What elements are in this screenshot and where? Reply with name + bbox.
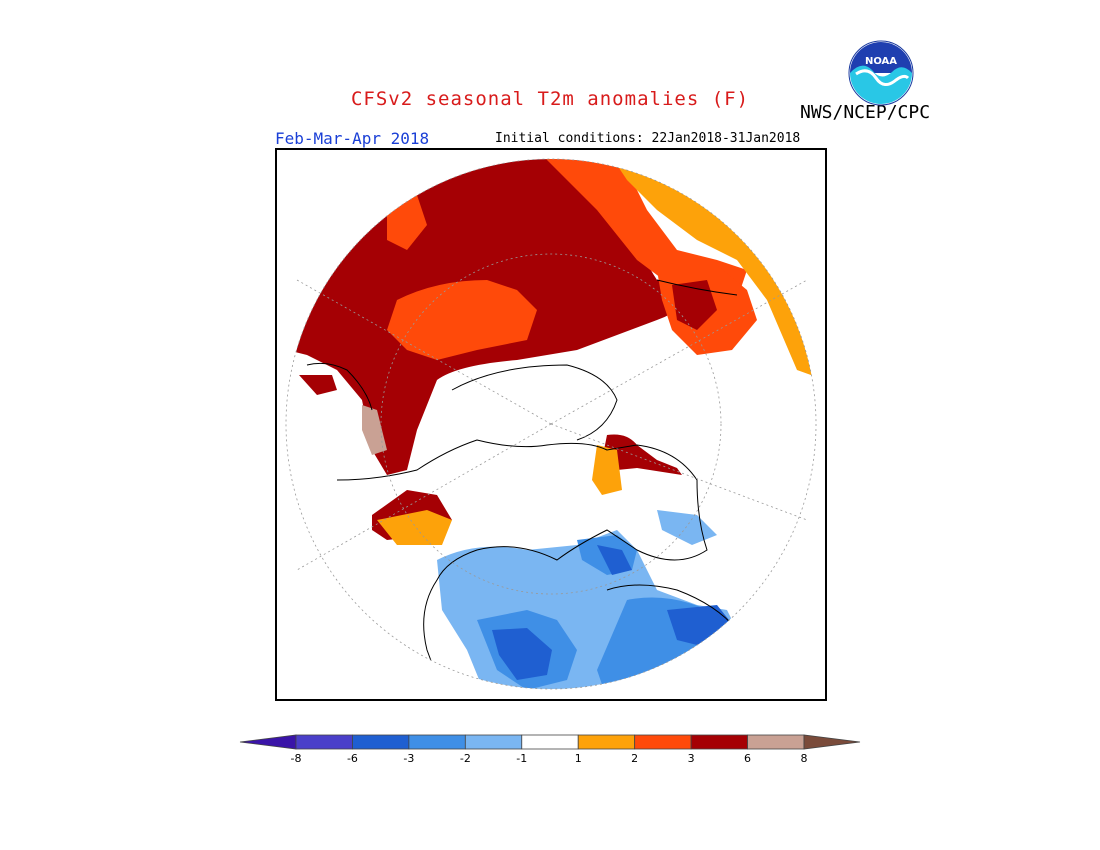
colorbar-tick-label: 6 xyxy=(744,752,752,765)
agency-label: NWS/NCEP/CPC xyxy=(800,102,931,123)
colorbar-bin xyxy=(577,734,636,750)
chart-title: CFSv2 seasonal T2m anomalies (F) xyxy=(350,88,750,110)
anomaly-dark-red-europe xyxy=(299,375,337,395)
polar-map xyxy=(275,148,827,701)
colorbar-tick-label: -2 xyxy=(459,752,471,765)
colorbar-bin-high-extreme xyxy=(803,734,861,750)
colorbar-tick-label: -3 xyxy=(403,752,415,765)
colorbar-bin-low-extreme xyxy=(239,734,297,750)
anomaly-darkblue-canada xyxy=(492,628,552,680)
anomaly-lightblue-alaska xyxy=(657,510,717,545)
colorbar-bin xyxy=(690,734,748,750)
season-label: Feb-Mar-Apr 2018 xyxy=(275,129,430,148)
initial-conditions-label: Initial conditions: 22Jan2018-31Jan2018 xyxy=(495,131,801,146)
anomaly-orange-alaska xyxy=(592,445,622,495)
noaa-logo: NOAA xyxy=(848,40,914,106)
anomaly-darkblue-hudson xyxy=(597,545,632,575)
colorbar-bin xyxy=(521,734,579,750)
map-canvas xyxy=(285,158,817,690)
colorbar-tick-label: -6 xyxy=(346,752,358,765)
colorbar-tick-label: 1 xyxy=(574,752,582,765)
colorbar-tick-label: 8 xyxy=(800,752,808,765)
logo-text: NOAA xyxy=(865,56,897,67)
anomaly-orange-africa xyxy=(377,510,452,545)
colorbar-bin xyxy=(295,734,353,750)
colorbar-tick-label: -1 xyxy=(516,752,528,765)
colorbar-tick-label: 2 xyxy=(631,752,639,765)
anomaly-dark-red-east xyxy=(672,280,717,330)
anomaly-red-central xyxy=(387,280,537,360)
colorbar xyxy=(239,734,861,750)
colorbar-tick-label: 3 xyxy=(687,752,695,765)
anomaly-dark-red-alaska xyxy=(602,434,682,475)
colorbar-bin xyxy=(352,734,410,750)
colorbar-bin xyxy=(464,734,523,750)
anomaly-tan-europe xyxy=(362,405,387,455)
colorbar-bin xyxy=(634,734,692,750)
arctic-near-normal xyxy=(447,359,607,450)
colorbar-tick-label: -8 xyxy=(290,752,302,765)
anomaly-red-west xyxy=(387,195,427,250)
colorbar-bin xyxy=(408,734,466,750)
anomaly-orange-east xyxy=(607,159,816,380)
colorbar-bin xyxy=(747,734,805,750)
